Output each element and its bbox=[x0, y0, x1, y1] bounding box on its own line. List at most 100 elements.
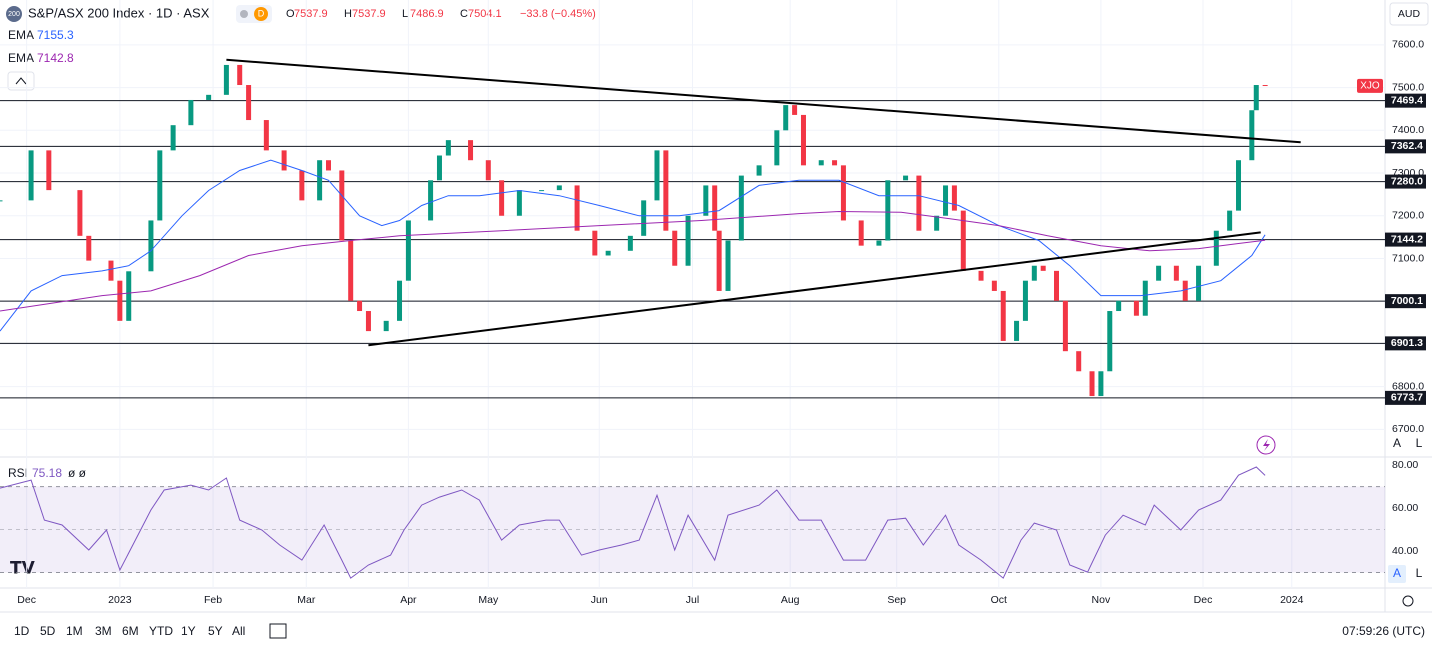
ohlc-value: 7486.9 bbox=[410, 8, 444, 20]
candle bbox=[774, 130, 780, 166]
candle bbox=[978, 270, 984, 281]
candle bbox=[1098, 371, 1104, 397]
y-tick-label: 7500.0 bbox=[1392, 81, 1424, 93]
candle bbox=[756, 165, 762, 176]
candle bbox=[485, 160, 491, 181]
x-tick-label: Feb bbox=[204, 594, 222, 606]
y-tick-label: 6700.0 bbox=[1392, 423, 1424, 435]
x-tick-label: May bbox=[478, 594, 499, 606]
candle bbox=[858, 220, 864, 246]
level-label-box bbox=[1385, 232, 1426, 247]
candle bbox=[951, 185, 957, 211]
scale-button[interactable]: A bbox=[1393, 566, 1401, 580]
candle bbox=[325, 160, 331, 171]
candle bbox=[428, 180, 434, 221]
level-label-box bbox=[1385, 294, 1426, 309]
candle bbox=[86, 235, 92, 261]
candle bbox=[574, 185, 580, 231]
x-tick-label: 2024 bbox=[1280, 594, 1304, 606]
candle bbox=[916, 175, 922, 231]
ohlc-value: 7537.9 bbox=[294, 8, 328, 20]
range-button[interactable]: 1M bbox=[66, 624, 83, 638]
ohlc-key: H bbox=[344, 8, 352, 20]
rsi-extra: ø ø bbox=[68, 466, 87, 480]
ohlc-value: 7537.9 bbox=[352, 8, 386, 20]
candle bbox=[876, 240, 882, 246]
candle bbox=[885, 180, 891, 241]
candle bbox=[716, 230, 722, 291]
candle bbox=[1116, 300, 1122, 312]
price-tag-box bbox=[1357, 78, 1383, 93]
range-button[interactable]: 1D bbox=[14, 624, 30, 638]
candle bbox=[516, 190, 522, 216]
candle bbox=[1014, 320, 1020, 341]
candle bbox=[943, 185, 949, 216]
y-tick-label: 7400.0 bbox=[1392, 124, 1424, 136]
x-tick-label: Dec bbox=[17, 594, 36, 606]
date-range-icon[interactable] bbox=[269, 623, 287, 639]
candle bbox=[405, 220, 411, 281]
y-tick-label: 7100.0 bbox=[1392, 252, 1424, 264]
candle bbox=[148, 220, 154, 272]
candle bbox=[712, 185, 718, 231]
range-button[interactable]: 5Y bbox=[208, 624, 223, 638]
level-label-box bbox=[1385, 336, 1426, 351]
collapse-button[interactable] bbox=[7, 71, 35, 91]
x-tick-label: Dec bbox=[1194, 594, 1213, 606]
level-label-box bbox=[1385, 174, 1426, 189]
candle bbox=[117, 280, 123, 321]
candle bbox=[605, 250, 611, 256]
candle bbox=[1196, 265, 1202, 301]
candle bbox=[1173, 265, 1179, 281]
rsi-tick-label: 80.00 bbox=[1392, 459, 1418, 471]
candle bbox=[539, 190, 545, 192]
range-button[interactable]: All bbox=[232, 624, 245, 638]
range-button[interactable]: 3M bbox=[95, 624, 112, 638]
candle bbox=[206, 94, 212, 100]
candle bbox=[832, 160, 838, 166]
candle bbox=[1213, 230, 1219, 266]
candle bbox=[703, 185, 709, 216]
clock: 07:59:26 (UTC) bbox=[1342, 624, 1425, 638]
candle bbox=[1076, 351, 1082, 372]
scale-button[interactable]: A bbox=[1393, 436, 1401, 450]
scale-button[interactable]: L bbox=[1416, 566, 1423, 580]
candle bbox=[46, 150, 52, 191]
candle bbox=[1089, 371, 1095, 397]
candle bbox=[1054, 270, 1060, 301]
candle bbox=[654, 150, 660, 201]
candle bbox=[672, 230, 678, 266]
candle bbox=[237, 64, 243, 86]
candle bbox=[840, 165, 846, 221]
rsi-tick-label: 40.00 bbox=[1392, 545, 1418, 557]
x-tick-label: Jul bbox=[686, 594, 699, 606]
rsi-tick-label: 60.00 bbox=[1392, 502, 1418, 514]
range-button[interactable]: 5D bbox=[40, 624, 56, 638]
candle bbox=[281, 150, 287, 171]
candle bbox=[126, 271, 132, 321]
candle bbox=[960, 210, 966, 271]
rsi-band bbox=[0, 486, 1385, 573]
range-button[interactable]: 1Y bbox=[181, 624, 196, 638]
candle bbox=[263, 120, 269, 151]
ohlc-key: O bbox=[286, 8, 295, 20]
candle bbox=[299, 170, 305, 201]
candle bbox=[792, 105, 798, 115]
y-tick-label: 7200.0 bbox=[1392, 210, 1424, 222]
level-label: 7469.4 bbox=[1391, 94, 1423, 106]
range-button[interactable]: YTD bbox=[149, 624, 173, 638]
rsi-line bbox=[0, 466, 1266, 579]
candle bbox=[641, 200, 647, 236]
ohlc-key: C bbox=[460, 8, 468, 20]
candle bbox=[348, 240, 354, 301]
scale-button[interactable]: L bbox=[1416, 436, 1423, 450]
ema-line bbox=[0, 210, 1266, 312]
currency-box[interactable] bbox=[1389, 2, 1429, 26]
candle bbox=[1000, 290, 1006, 341]
level-label-box bbox=[1385, 390, 1426, 405]
settings-icon[interactable] bbox=[1402, 595, 1414, 607]
candle bbox=[800, 114, 806, 166]
candle bbox=[934, 215, 940, 231]
range-button[interactable]: 6M bbox=[122, 624, 139, 638]
